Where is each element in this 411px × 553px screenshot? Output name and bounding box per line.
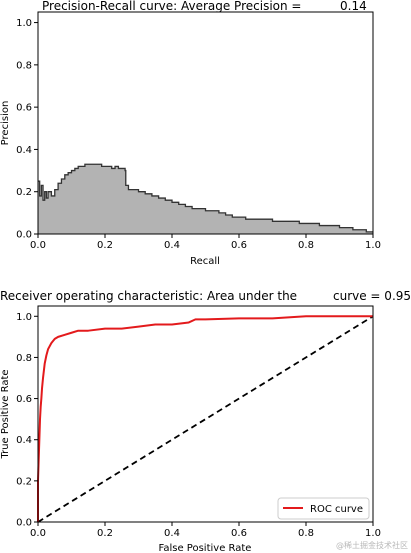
roc-x-tick-label: 0.0: [30, 528, 46, 539]
pr-plot-area: [38, 163, 373, 234]
roc-y-tick-label: 0.0: [16, 518, 32, 529]
watermark: @稀土掘金技术社区: [336, 540, 408, 550]
pr-x-ticks: 0.0 0.2 0.4 0.6 0.8 1.0: [30, 234, 381, 251]
pr-curve-line: [38, 163, 373, 233]
roc-x-tick-label: 0.6: [231, 528, 247, 539]
roc-x-tick-label: 0.8: [298, 528, 314, 539]
roc-y-ticks: 0.0 0.2 0.4 0.6 0.8 1.0: [16, 312, 38, 529]
roc-y-tick-label: 0.2: [16, 476, 32, 487]
pr-x-tick-label: 0.4: [164, 240, 180, 251]
pr-y-ticks: 0.0 0.2 0.4 0.6 0.8 1.0: [16, 18, 38, 241]
pr-y-tick-label: 0.0: [16, 230, 32, 241]
roc-curve-line: [37, 315, 373, 522]
pr-y-tick-label: 1.0: [16, 18, 32, 29]
roc-y-axis-label: True Positive Rate: [0, 369, 11, 459]
roc-title-right: curve = 0.95: [333, 289, 411, 303]
roc-y-tick-label: 0.4: [16, 435, 32, 446]
roc-y-tick-label: 0.8: [16, 353, 32, 364]
roc-legend: ROC curve: [277, 497, 370, 520]
roc-axes-frame: [37, 305, 374, 523]
pr-area-fill: [38, 164, 373, 234]
roc-plot-area: [37, 315, 374, 523]
pr-x-tick-label: 0.0: [30, 240, 46, 251]
roc-x-tick-label: 0.2: [97, 528, 113, 539]
roc-x-ticks: 0.0 0.2 0.4 0.6 0.8 1.0: [30, 522, 381, 539]
legend-box: [277, 497, 370, 520]
pr-y-axis-label: Precision: [0, 101, 11, 146]
pr-x-axis-label: Recall: [190, 256, 220, 267]
pr-y-tick-label: 0.8: [16, 60, 32, 71]
pr-axes-frame: [37, 11, 374, 235]
pr-x-tick-label: 0.6: [231, 240, 247, 251]
pr-chart: Precision-Recall curve: Average Precisio…: [0, 0, 381, 267]
roc-y-tick-label: 0.6: [16, 394, 32, 405]
roc-x-axis-label: False Positive Rate: [159, 543, 252, 553]
pr-y-tick-label: 0.4: [16, 145, 32, 156]
pr-x-tick-label: 0.8: [298, 240, 314, 251]
pr-title-left: Precision-Recall curve: Average Precisio…: [42, 0, 301, 13]
roc-chance-diagonal: [37, 315, 374, 523]
roc-x-tick-label: 0.4: [164, 528, 180, 539]
pr-x-tick-label: 1.0: [365, 240, 381, 251]
pr-y-tick-label: 0.2: [16, 187, 32, 198]
roc-title-left: Receiver operating characteristic: Area …: [0, 289, 297, 303]
pr-x-tick-label: 0.2: [97, 240, 113, 251]
roc-x-tick-label: 1.0: [365, 528, 381, 539]
roc-y-tick-label: 1.0: [16, 312, 32, 323]
pr-title-right: 0.14: [340, 0, 367, 13]
pr-y-tick-label: 0.6: [16, 103, 32, 114]
legend-label-roc: ROC curve: [310, 504, 363, 515]
roc-chart: Receiver operating characteristic: Area …: [0, 289, 411, 553]
